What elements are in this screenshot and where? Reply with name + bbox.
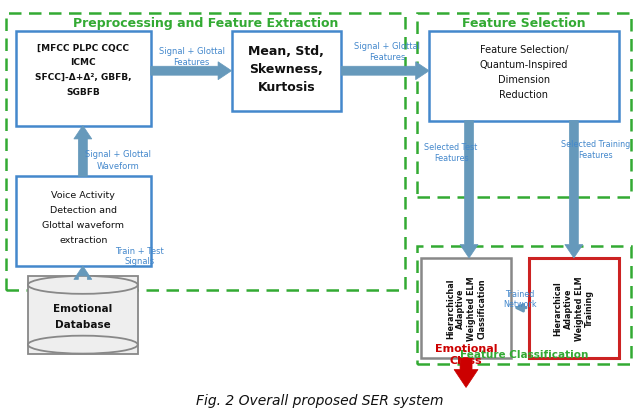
Text: Feature Selection/: Feature Selection/ bbox=[480, 45, 568, 55]
Text: Features: Features bbox=[173, 58, 210, 67]
Polygon shape bbox=[74, 266, 92, 280]
Text: Signal + Glottal: Signal + Glottal bbox=[354, 42, 420, 51]
Polygon shape bbox=[74, 126, 92, 177]
Text: Features: Features bbox=[579, 151, 613, 160]
Text: Signal + Glottal: Signal + Glottal bbox=[84, 150, 151, 159]
FancyBboxPatch shape bbox=[28, 276, 138, 354]
Text: Dimension: Dimension bbox=[498, 74, 550, 85]
Ellipse shape bbox=[28, 276, 138, 294]
Text: Waveform: Waveform bbox=[97, 162, 139, 171]
Text: Preprocessing and Feature Extraction: Preprocessing and Feature Extraction bbox=[73, 17, 339, 30]
FancyBboxPatch shape bbox=[421, 258, 511, 358]
Text: Reduction: Reduction bbox=[499, 90, 548, 99]
FancyBboxPatch shape bbox=[232, 32, 341, 111]
Text: Signal + Glottal: Signal + Glottal bbox=[159, 47, 225, 56]
Ellipse shape bbox=[28, 336, 138, 354]
Text: SFCC]-Δ+Δ², GBFB,: SFCC]-Δ+Δ², GBFB, bbox=[35, 73, 132, 82]
Text: extraction: extraction bbox=[59, 235, 108, 244]
Text: Selected Test: Selected Test bbox=[424, 143, 477, 152]
Text: Selected Training: Selected Training bbox=[561, 139, 630, 148]
Text: Class: Class bbox=[450, 355, 483, 365]
Text: Network: Network bbox=[503, 299, 537, 308]
Text: SGBFB: SGBFB bbox=[67, 88, 100, 97]
Polygon shape bbox=[454, 358, 478, 387]
Text: Detection and: Detection and bbox=[50, 205, 117, 214]
Text: Feature Classification: Feature Classification bbox=[460, 349, 588, 359]
Text: Features: Features bbox=[434, 153, 468, 162]
Text: Hierarchichal
Adaptive
Weighted ELM
Classification: Hierarchichal Adaptive Weighted ELM Clas… bbox=[446, 276, 486, 340]
Text: Hierarchical
Adaptive
Weighted ELM
Training: Hierarchical Adaptive Weighted ELM Train… bbox=[554, 276, 594, 340]
Text: Trained: Trained bbox=[505, 290, 534, 299]
Text: Emotional: Emotional bbox=[53, 303, 113, 313]
Text: Signals: Signals bbox=[125, 257, 155, 266]
FancyBboxPatch shape bbox=[16, 32, 150, 126]
Polygon shape bbox=[565, 121, 583, 258]
Text: Skewness,: Skewness, bbox=[250, 63, 323, 76]
Text: Features: Features bbox=[369, 53, 405, 62]
Text: Fig. 2 Overall proposed SER system: Fig. 2 Overall proposed SER system bbox=[196, 393, 443, 407]
FancyBboxPatch shape bbox=[16, 177, 150, 266]
Text: Kurtosis: Kurtosis bbox=[258, 81, 316, 94]
Text: Emotional: Emotional bbox=[435, 343, 497, 353]
Text: [MFCC PLPC CQCC: [MFCC PLPC CQCC bbox=[37, 44, 129, 53]
Text: ICMC: ICMC bbox=[70, 58, 96, 67]
Text: Feature Selection: Feature Selection bbox=[462, 17, 586, 30]
Polygon shape bbox=[460, 121, 478, 258]
Text: Voice Activity: Voice Activity bbox=[51, 190, 115, 199]
Text: Glottal waveform: Glottal waveform bbox=[42, 220, 124, 229]
Text: Database: Database bbox=[55, 319, 111, 329]
Polygon shape bbox=[341, 63, 429, 81]
FancyBboxPatch shape bbox=[529, 258, 619, 358]
Text: Quantum-Inspired: Quantum-Inspired bbox=[480, 60, 568, 70]
Text: Train + Test: Train + Test bbox=[115, 246, 164, 255]
FancyBboxPatch shape bbox=[429, 32, 619, 121]
Polygon shape bbox=[150, 63, 232, 81]
Text: Mean, Std,: Mean, Std, bbox=[248, 45, 324, 58]
